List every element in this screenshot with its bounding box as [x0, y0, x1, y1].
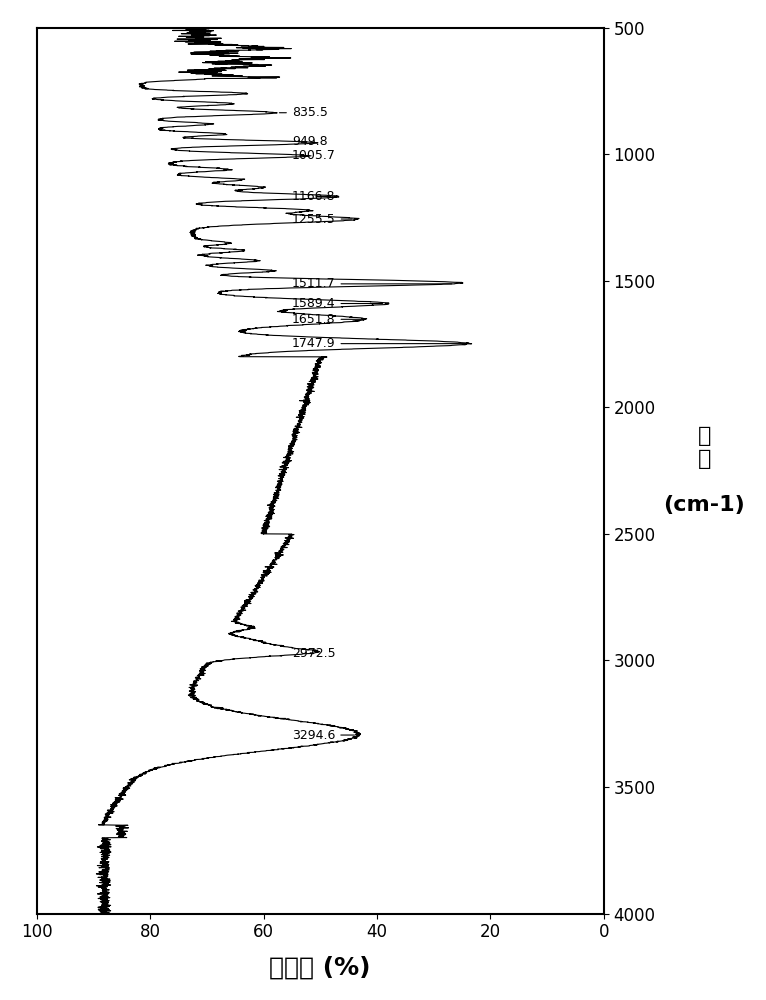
Text: 1747.9: 1747.9: [292, 337, 467, 350]
Text: 3294.6: 3294.6: [292, 729, 355, 742]
Text: 1511.7: 1511.7: [292, 277, 452, 290]
Text: 1589.4: 1589.4: [292, 297, 382, 310]
X-axis label: 透光率 (%): 透光率 (%): [270, 955, 371, 979]
Text: 1651.8: 1651.8: [292, 313, 362, 326]
Text: 2972.5: 2972.5: [292, 647, 336, 660]
Y-axis label: 波
数

(cm-1): 波 数 (cm-1): [663, 426, 745, 515]
Text: 1166.8: 1166.8: [292, 190, 336, 203]
Text: 1005.7: 1005.7: [292, 149, 336, 162]
Text: 835.5: 835.5: [280, 106, 328, 119]
Text: 1255.5: 1255.5: [292, 213, 352, 226]
Text: 949.8: 949.8: [292, 135, 328, 148]
